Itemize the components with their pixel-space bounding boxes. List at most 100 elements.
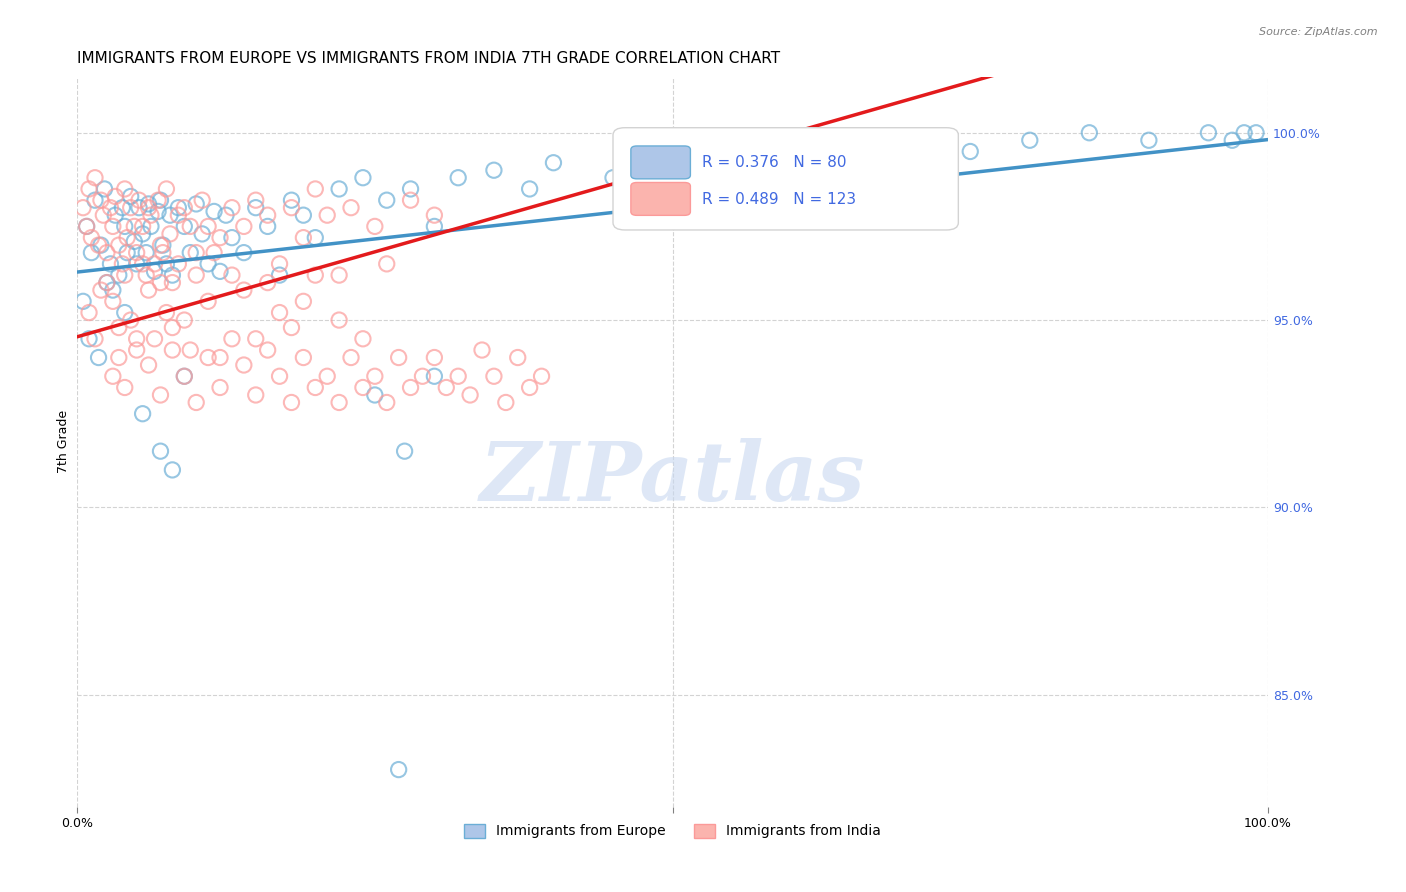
Point — [111, 201, 134, 215]
Point — [91, 208, 114, 222]
Point — [423, 351, 446, 365]
Point — [1220, 133, 1243, 147]
Point — [221, 201, 243, 215]
Point — [1078, 126, 1101, 140]
Point — [197, 351, 219, 365]
Point — [87, 351, 110, 365]
Point — [179, 245, 201, 260]
Point — [138, 201, 160, 215]
Point — [232, 245, 254, 260]
Text: IMMIGRANTS FROM EUROPE VS IMMIGRANTS FROM INDIA 7TH GRADE CORRELATION CHART: IMMIGRANTS FROM EUROPE VS IMMIGRANTS FRO… — [77, 51, 780, 66]
Point — [482, 163, 505, 178]
Point — [482, 369, 505, 384]
Point — [364, 388, 387, 402]
Point — [602, 170, 624, 185]
Point — [304, 230, 326, 244]
Point — [292, 351, 315, 365]
Point — [328, 313, 350, 327]
Point — [111, 257, 134, 271]
Point — [328, 395, 350, 409]
Point — [167, 257, 190, 271]
Point — [304, 182, 326, 196]
Point — [316, 369, 339, 384]
Point — [162, 320, 184, 334]
Point — [173, 219, 195, 234]
Point — [352, 380, 374, 394]
Point — [256, 208, 278, 222]
Point — [135, 245, 157, 260]
Point — [186, 245, 208, 260]
Point — [221, 332, 243, 346]
Point — [375, 395, 398, 409]
Point — [304, 380, 326, 394]
Point — [138, 283, 160, 297]
Point — [352, 332, 374, 346]
Point — [364, 219, 387, 234]
Point — [125, 332, 148, 346]
Point — [115, 245, 138, 260]
Point — [280, 201, 302, 215]
Point — [186, 197, 208, 211]
Point — [316, 208, 339, 222]
Point — [84, 170, 107, 185]
Point — [423, 369, 446, 384]
Point — [167, 208, 190, 222]
Point — [101, 294, 124, 309]
Text: R = 0.376   N = 80: R = 0.376 N = 80 — [703, 155, 846, 170]
Point — [1137, 133, 1160, 147]
Point — [721, 163, 744, 178]
Point — [1233, 126, 1256, 140]
Point — [167, 201, 190, 215]
Point — [221, 268, 243, 282]
Point — [900, 133, 922, 147]
Point — [173, 313, 195, 327]
Point — [90, 238, 112, 252]
Point — [146, 204, 169, 219]
Point — [292, 208, 315, 222]
Point — [152, 245, 174, 260]
Point — [76, 219, 98, 234]
Point — [128, 201, 150, 215]
Point — [84, 193, 107, 207]
Point — [173, 369, 195, 384]
Point — [471, 343, 494, 357]
FancyBboxPatch shape — [631, 183, 690, 215]
Point — [101, 369, 124, 384]
Point — [221, 230, 243, 244]
Point — [125, 343, 148, 357]
Point — [96, 245, 118, 260]
Point — [162, 276, 184, 290]
Point — [245, 201, 267, 215]
Point — [162, 463, 184, 477]
Point — [125, 257, 148, 271]
Point — [80, 245, 103, 260]
Point — [120, 313, 142, 327]
Point — [114, 268, 136, 282]
Point — [186, 395, 208, 409]
Point — [114, 182, 136, 196]
Point — [138, 358, 160, 372]
Point — [114, 219, 136, 234]
Point — [135, 268, 157, 282]
Point — [519, 182, 541, 196]
Point — [93, 182, 115, 196]
FancyBboxPatch shape — [613, 128, 959, 230]
Point — [197, 257, 219, 271]
Point — [269, 268, 291, 282]
Point — [139, 208, 162, 222]
Point — [495, 395, 517, 409]
Point — [447, 170, 470, 185]
Point — [245, 193, 267, 207]
Point — [256, 219, 278, 234]
Point — [292, 294, 315, 309]
Point — [120, 189, 142, 203]
Point — [149, 388, 172, 402]
Point — [77, 182, 100, 196]
Point — [269, 369, 291, 384]
Point — [159, 227, 181, 241]
Point — [458, 388, 481, 402]
Point — [208, 230, 231, 244]
Point — [197, 219, 219, 234]
Point — [340, 201, 363, 215]
Point — [1197, 126, 1219, 140]
